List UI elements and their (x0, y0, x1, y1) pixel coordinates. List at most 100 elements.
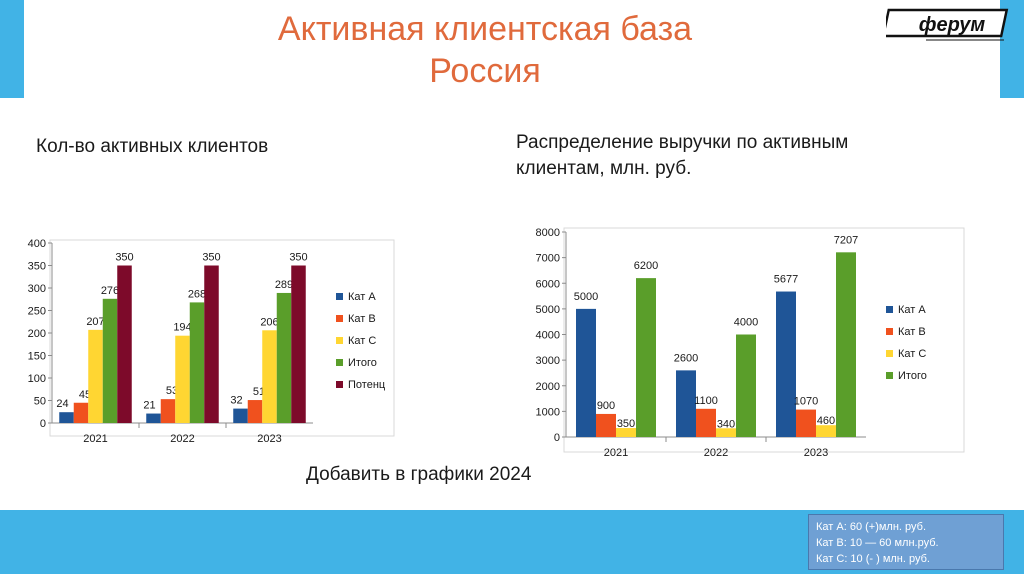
legend-swatch (336, 381, 343, 388)
legend-swatch (336, 293, 343, 300)
active-clients-chart: 0 50 100 150 200 250 300 350 400 2021 24 45 207 276 35… (28, 238, 395, 445)
data-label: 45 (79, 389, 91, 401)
data-label: 5000 (574, 291, 598, 303)
legend-label: Кат С (348, 335, 376, 347)
y-tick-label: 3000 (536, 355, 560, 367)
data-label: 5677 (774, 274, 798, 286)
data-label: 21 (143, 400, 155, 412)
y-tick-label: 150 (28, 351, 46, 363)
legend-label: Итого (898, 370, 927, 382)
data-label: 24 (56, 398, 68, 410)
y-tick-label: 250 (28, 306, 46, 318)
header-panel (24, 0, 1000, 98)
x-tick-label: 2021 (604, 447, 628, 459)
legend-swatch (886, 350, 893, 357)
bar (736, 334, 756, 437)
x-tick-label: 2022 (704, 447, 728, 459)
y-tick-label: 1000 (536, 406, 560, 418)
bar (836, 252, 856, 437)
data-label: 32 (230, 395, 242, 407)
legend-swatch (886, 372, 893, 379)
bar (796, 409, 816, 437)
bar (776, 291, 796, 437)
y-tick-label: 8000 (536, 227, 560, 239)
data-label: 7207 (834, 234, 858, 246)
bar (189, 302, 205, 423)
bar (146, 413, 161, 423)
bar (59, 412, 74, 423)
y-tick-label: 50 (34, 396, 46, 408)
y-tick-label: 350 (28, 261, 46, 273)
bar (117, 265, 132, 423)
legend-label: Кат А (348, 291, 376, 303)
right-chart-heading-line-2: клиентам, млн. руб. (516, 158, 692, 179)
y-tick-label: 4000 (536, 330, 560, 342)
data-label: 2600 (674, 352, 698, 364)
data-label: 1070 (794, 396, 818, 408)
company-logo: ферум (886, 8, 1009, 41)
slide-title: Активная клиентская база Россия (140, 8, 830, 92)
y-tick-label: 400 (28, 238, 46, 250)
category-note: Кат С: 10 (- ) млн. руб. (816, 553, 930, 565)
bar (716, 428, 736, 437)
bar (233, 408, 248, 423)
data-label: 350 (289, 252, 307, 264)
data-label: 1100 (694, 395, 718, 407)
chart-frame (563, 227, 965, 453)
bar (73, 402, 89, 423)
legend-label: Потенц (348, 379, 386, 391)
data-label: 206 (260, 316, 278, 328)
x-tick-label: 2023 (257, 433, 281, 445)
bar (816, 425, 836, 437)
legend-label: Кат С (898, 348, 926, 360)
category-note: Кат А: 60 (+)млн. руб. (816, 521, 927, 533)
data-label: 276 (101, 285, 119, 297)
bar (204, 265, 219, 423)
x-tick-label: 2022 (170, 433, 194, 445)
legend-label: Кат А (898, 304, 926, 316)
bar (160, 399, 176, 423)
x-tick-label: 2021 (83, 433, 107, 445)
data-label: 350 (115, 252, 133, 264)
data-label: 194 (173, 322, 191, 334)
legend-label: Кат В (898, 326, 926, 338)
y-tick-label: 0 (40, 418, 46, 430)
right-chart-heading-line-1: Распределение выручки по активным (516, 132, 849, 153)
bar (262, 330, 277, 423)
data-label: 207 (86, 316, 104, 328)
bar (175, 335, 190, 423)
left-chart-heading: Кол-во активных клиентов (36, 136, 269, 157)
y-tick-label: 200 (28, 328, 46, 340)
data-label: 268 (188, 288, 206, 300)
y-tick-label: 2000 (536, 381, 560, 393)
category-notes-box: Кат А: 60 (+)млн. руб. Кат В: 10 — 60 мл… (808, 514, 1004, 570)
data-label: 350 (202, 252, 220, 264)
y-tick-label: 0 (554, 432, 560, 444)
legend-swatch (336, 359, 343, 366)
legend-swatch (336, 337, 343, 344)
y-tick-label: 6000 (536, 278, 560, 290)
category-note: Кат В: 10 — 60 млн.руб. (816, 537, 939, 549)
data-label: 350 (617, 418, 635, 430)
bar (247, 400, 263, 423)
bar (596, 413, 616, 437)
bar (276, 292, 292, 423)
bar (576, 308, 596, 437)
y-tick-label: 7000 (536, 253, 560, 265)
y-tick-label: 5000 (536, 304, 560, 316)
footer-text: Добавить в графики 2024 (306, 464, 532, 485)
right-chart-heading: Распределение выручки по активным клиент… (516, 130, 956, 182)
bar (291, 265, 306, 423)
y-tick-label: 300 (28, 283, 46, 295)
data-label: 6200 (634, 260, 658, 272)
data-label: 51 (253, 386, 265, 398)
slide-title-line-1: Активная клиентская база (277, 10, 693, 48)
data-label: 289 (275, 279, 293, 291)
legend-label: Итого (348, 357, 377, 369)
data-label: 460 (817, 415, 835, 427)
x-tick-label: 2023 (804, 447, 828, 459)
legend-swatch (336, 315, 343, 322)
logo-text: ферум (919, 14, 986, 36)
bar (88, 329, 103, 423)
revenue-chart: 0 1000 2000 3000 4000 5000 6000 7000 8000 2021 500… (536, 227, 965, 459)
